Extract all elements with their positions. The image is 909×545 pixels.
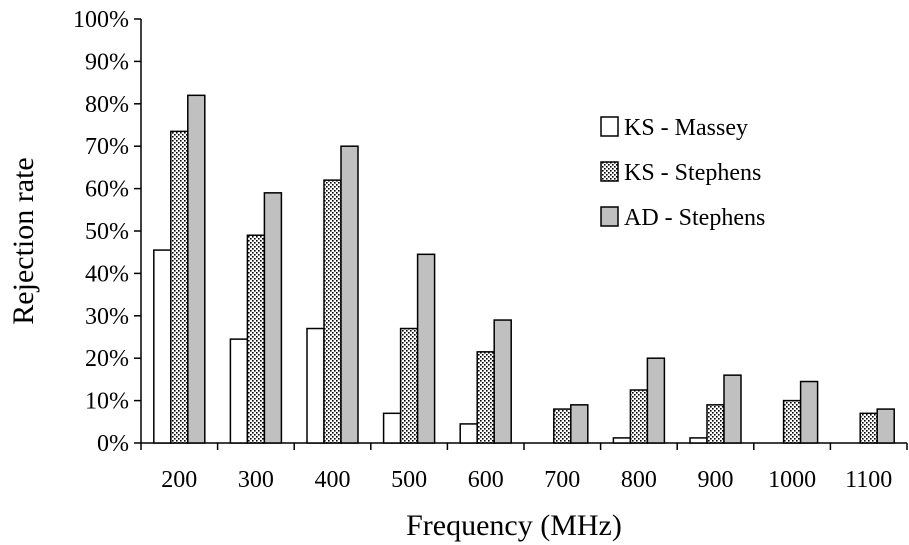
bar [306, 327, 325, 444]
legend: KS - Massey KS - Stephens AD - Stephens [600, 115, 765, 231]
y-tick-label: 70% [85, 134, 129, 160]
bar [323, 179, 342, 444]
bars [153, 94, 895, 444]
y-axis-title: Rejection rate [7, 157, 40, 324]
y-tick-label: 10% [85, 389, 129, 415]
legend-label: AD - Stephens [624, 205, 765, 231]
x-tick-label: 1000 [768, 467, 816, 493]
bar [629, 389, 649, 444]
x-tick-label: 200 [161, 467, 197, 493]
x-tick-label: 900 [698, 467, 734, 493]
x-tick-label: 700 [544, 467, 580, 493]
bar [799, 380, 819, 444]
y-tick-label: 30% [85, 304, 129, 330]
bar [612, 437, 632, 444]
bar [646, 357, 666, 444]
bar [229, 338, 249, 444]
bar [416, 253, 436, 444]
bar [493, 319, 512, 444]
x-tick-label: 800 [621, 467, 657, 493]
y-tick-label: 80% [85, 92, 129, 118]
bar [340, 145, 359, 444]
bar [859, 412, 878, 444]
bar [153, 249, 172, 444]
x-tick-label: 600 [468, 467, 504, 493]
bar [382, 412, 402, 444]
y-tick-label: 0% [97, 431, 129, 457]
bar [246, 234, 266, 444]
legend-label: KS - Stephens [624, 160, 761, 186]
x-tick-label: 1100 [845, 467, 892, 493]
y-tick-label: 40% [85, 261, 129, 287]
labels: 0% 10% 20% 30% 40% 50% 60% 70% 80% 90% 100% 200 300 4… [73, 7, 892, 493]
bar [187, 94, 206, 444]
y-tick-label: 60% [85, 177, 129, 203]
legend-label: KS - Massey [624, 115, 748, 141]
bar [723, 374, 742, 444]
bar [476, 351, 495, 444]
y-tick-label: 20% [85, 346, 129, 372]
bar [706, 404, 725, 444]
bar [170, 130, 189, 444]
x-axis-title: Frequency (MHz) [406, 509, 622, 542]
bar [876, 408, 895, 444]
y-tick-label: 100% [73, 7, 129, 33]
bar [459, 423, 478, 444]
bar [263, 192, 283, 444]
bar [689, 437, 708, 444]
x-tick-label: 400 [315, 467, 351, 493]
legend-swatch [600, 206, 619, 227]
y-tick-label: 90% [85, 49, 129, 75]
bar [553, 408, 572, 444]
y-tick-label: 50% [85, 219, 129, 245]
bar [399, 327, 419, 444]
legend-swatch [600, 161, 619, 182]
x-tick-label: 500 [391, 467, 427, 493]
legend-swatch [600, 116, 619, 137]
bar [570, 404, 589, 444]
x-tick-label: 300 [238, 467, 274, 493]
bar [782, 399, 802, 444]
